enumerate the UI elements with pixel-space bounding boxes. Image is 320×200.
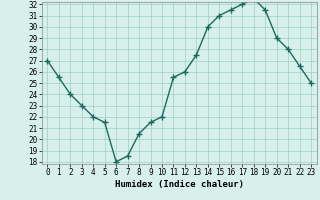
X-axis label: Humidex (Indice chaleur): Humidex (Indice chaleur) [115,180,244,189]
